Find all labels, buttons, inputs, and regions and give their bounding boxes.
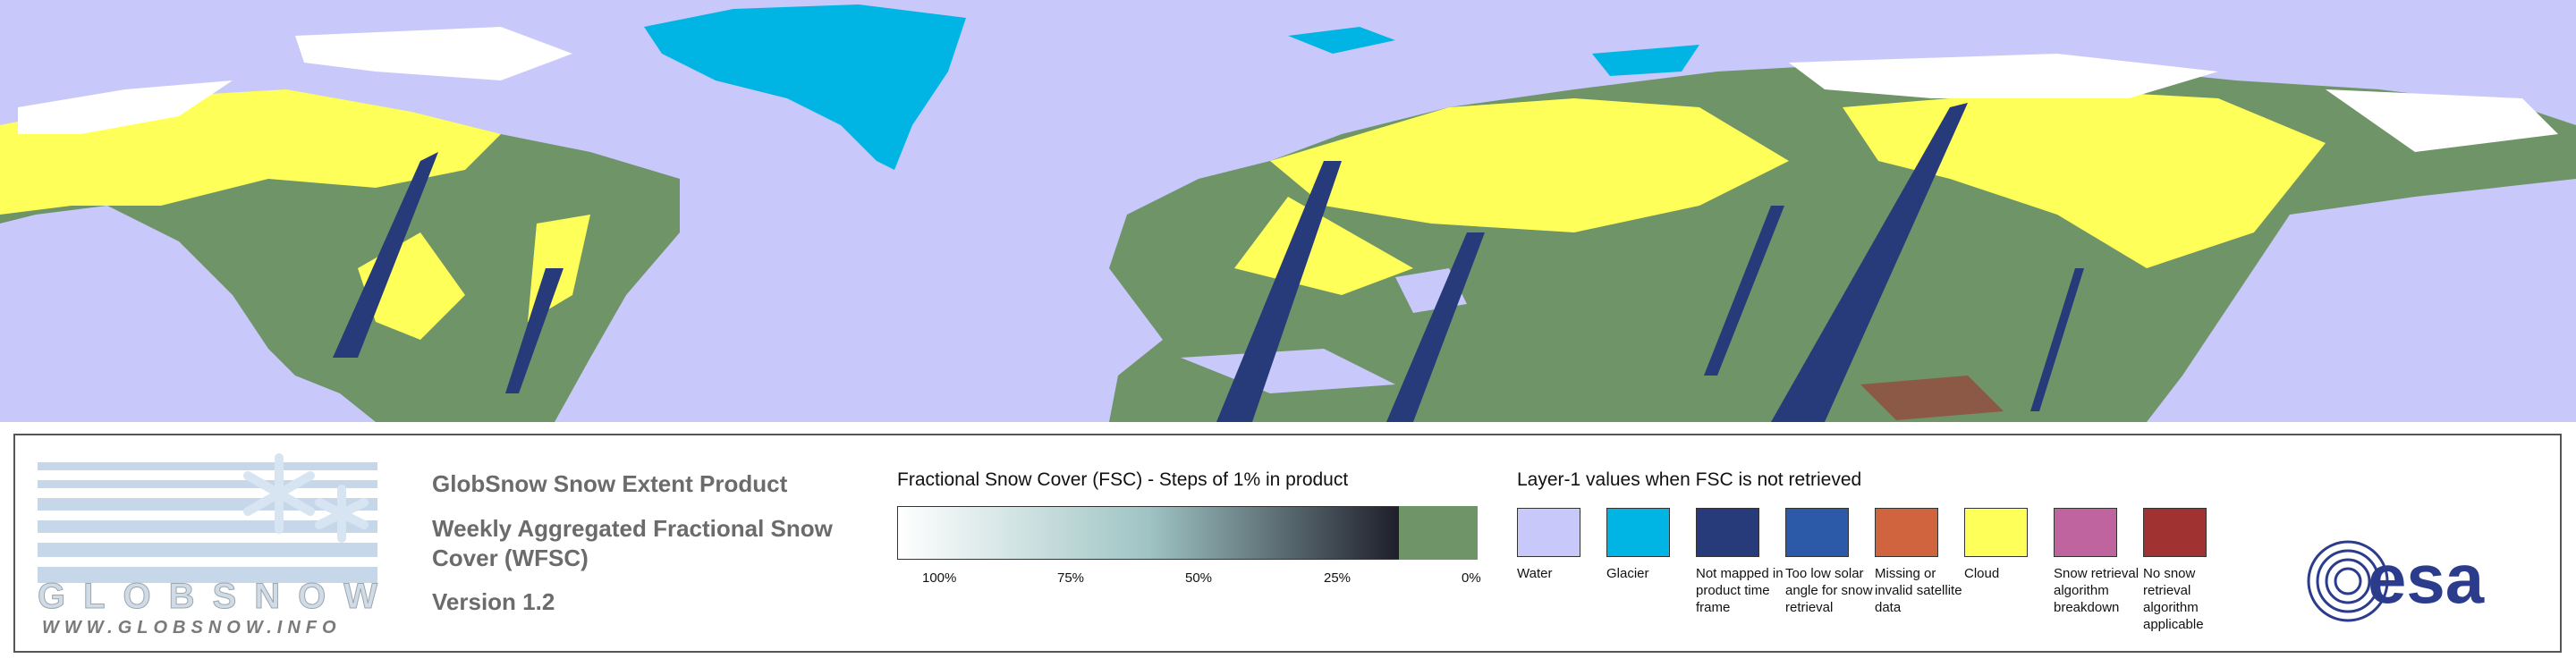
legend-swatch xyxy=(1785,508,1849,557)
glacier xyxy=(644,4,966,170)
fsc-label: 75% xyxy=(1057,570,1085,586)
fsc-zero-swatch xyxy=(1399,506,1478,560)
fsc-gradient xyxy=(897,506,1400,560)
unmapped-swath xyxy=(2030,268,2084,411)
snow-map xyxy=(0,0,2576,422)
logo-stripe xyxy=(38,480,377,488)
esa-emblem xyxy=(2307,540,2389,622)
cloud-area xyxy=(1270,98,1789,232)
snow-area xyxy=(1789,54,2218,98)
unmapped-swath xyxy=(505,268,564,393)
unmapped-swath xyxy=(1704,206,1784,376)
globsnow-logo: GLOBSNOW WWW.GLOBSNOW.INFO xyxy=(38,453,378,637)
glacier xyxy=(1288,27,1395,54)
glacier xyxy=(1592,45,1699,76)
logo-stripe xyxy=(38,543,377,557)
fsc-label: 50% xyxy=(1185,570,1213,586)
legend-swatch xyxy=(1517,508,1580,557)
product-title: GlobSnow Snow Extent Product xyxy=(432,470,788,497)
legend-label: Cloud xyxy=(1964,566,2000,581)
snow-area xyxy=(2326,89,2558,152)
legend-label: Water xyxy=(1517,566,1553,581)
legend-swatch xyxy=(1696,508,1759,557)
logo-url: WWW.GLOBSNOW.INFO xyxy=(42,618,342,637)
legend-label: Glacier xyxy=(1606,566,1649,581)
fsc-label: 100% xyxy=(922,570,957,586)
legend-swatch xyxy=(1964,508,2028,557)
snow-area xyxy=(18,80,233,134)
product-version: Version 1.2 xyxy=(432,588,555,615)
legend-swatch xyxy=(1875,508,1938,557)
legend-panel: GLOBSNOW WWW.GLOBSNOW.INFO GlobSnow Snow… xyxy=(13,434,2562,653)
layer1-title: Layer-1 values when FSC is not retrieved xyxy=(1517,469,1862,490)
unmapped-swath xyxy=(1771,103,1968,422)
legend-swatch xyxy=(2054,508,2117,557)
legend-label: Missing or invalid satellite data xyxy=(1875,566,1962,615)
legend-label: Not mapped in product time frame xyxy=(1696,566,1784,615)
no-retrieval-area xyxy=(1860,376,2004,420)
agency-name: esa xyxy=(2368,539,2485,618)
legend-swatch xyxy=(1606,508,1670,557)
snow-area xyxy=(295,27,572,80)
unmapped-swath xyxy=(333,152,438,358)
cloud-area xyxy=(1843,89,2326,268)
logo-stripe xyxy=(38,567,377,583)
fsc-label: 0% xyxy=(1462,570,1481,586)
water xyxy=(1181,349,1395,393)
logo-stripe xyxy=(38,462,377,470)
legend-label: Too low solar angle for snow retrieval xyxy=(1785,566,1873,615)
unmapped-swath xyxy=(1386,232,1485,422)
legend-label: No snow retrieval algorithm applicable xyxy=(2143,566,2204,632)
legend-swatch xyxy=(2143,508,2207,557)
esa-logo: esa xyxy=(2307,539,2485,622)
unmapped-swath xyxy=(1216,161,1342,422)
snowflake xyxy=(243,453,369,543)
logo-stripe xyxy=(38,520,377,533)
legend-label: Snow retrieval algorithm breakdown xyxy=(2054,566,2140,615)
fsc-title: Fractional Snow Cover (FSC) - Steps of 1… xyxy=(897,469,1349,490)
product-subtitle: Weekly Aggregated Fractional Snow Cover … xyxy=(432,515,833,571)
fsc-label: 25% xyxy=(1324,570,1352,586)
